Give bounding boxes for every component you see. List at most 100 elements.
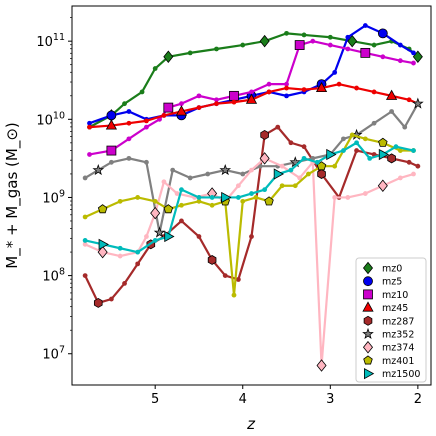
x-tick-label: 4 xyxy=(239,392,247,407)
point-mz287 xyxy=(275,124,281,130)
legend-marker-mz352 xyxy=(362,327,374,339)
point-mz1500 xyxy=(367,155,373,161)
point-mz0 xyxy=(259,34,270,48)
point-mz1500 xyxy=(82,238,88,243)
point-mz401 xyxy=(97,204,108,214)
point-mz10 xyxy=(196,93,202,99)
point-mz1500 xyxy=(393,144,399,150)
legend-label-mz287: mz287 xyxy=(382,316,414,327)
point-mz10 xyxy=(163,102,174,113)
y-tick-label: 1010 xyxy=(36,110,65,128)
point-mz45 xyxy=(284,85,289,91)
point-mz287 xyxy=(222,273,228,278)
axes-layer: 5 4 3 2 107 108 109 1010 1011 xyxy=(36,17,422,407)
point-mz45 xyxy=(161,113,167,118)
point-mz0 xyxy=(152,66,158,71)
point-mz352 xyxy=(92,163,105,176)
series-line-mz0 xyxy=(88,32,419,129)
legend-marker-mz10 xyxy=(363,289,373,300)
point-mz352 xyxy=(144,159,149,165)
point-mz5 xyxy=(345,34,351,40)
point-mz287 xyxy=(249,234,254,239)
point-mz352 xyxy=(82,175,88,181)
point-mz374 xyxy=(316,359,327,372)
series-mz401 xyxy=(82,132,416,298)
point-mz45 xyxy=(336,81,342,87)
point-mz45 xyxy=(144,118,149,124)
point-mz1500 xyxy=(341,148,346,153)
point-mz287 xyxy=(387,153,396,164)
plot-frame xyxy=(71,5,432,386)
x-tick-label: 3 xyxy=(326,392,334,407)
point-mz374 xyxy=(377,179,388,192)
point-mz1500 xyxy=(301,155,307,161)
point-mz287 xyxy=(122,281,127,286)
point-mz5 xyxy=(126,109,132,114)
point-mz45 xyxy=(196,105,202,110)
point-mz1500 xyxy=(209,195,215,200)
point-mz0 xyxy=(122,101,127,107)
series-line-mz287 xyxy=(84,126,419,305)
point-mz401 xyxy=(152,198,158,204)
point-mz401 xyxy=(135,195,141,200)
point-mz352 xyxy=(219,163,232,176)
point-mz374 xyxy=(397,175,403,181)
point-mz287 xyxy=(135,261,141,267)
point-mz374 xyxy=(297,175,303,181)
point-mz374 xyxy=(279,163,285,169)
point-mz1500 xyxy=(288,167,294,173)
legend-marker-mz0 xyxy=(362,261,374,275)
point-mz0 xyxy=(163,50,174,64)
point-mz5 xyxy=(377,28,388,39)
point-mz0 xyxy=(284,30,289,36)
point-mz374 xyxy=(161,179,167,185)
point-mz10 xyxy=(229,90,239,101)
point-mz401 xyxy=(117,198,123,204)
legend-marker-mz401 xyxy=(363,355,373,365)
point-mz352 xyxy=(257,163,263,169)
series-line-mz1500 xyxy=(84,141,414,254)
legend-frame xyxy=(355,257,427,383)
point-mz5 xyxy=(411,50,416,56)
legend-marker-mz1500 xyxy=(363,367,375,380)
point-mz287 xyxy=(82,273,88,278)
point-mz374 xyxy=(144,234,149,239)
legend-label-mz5: mz5 xyxy=(382,277,402,288)
point-mz352 xyxy=(341,136,346,142)
x-tick-label: 5 xyxy=(151,392,159,407)
point-mz287 xyxy=(109,296,114,302)
point-mz374 xyxy=(235,183,241,189)
point-mz0 xyxy=(139,89,145,95)
point-mz45 xyxy=(87,124,92,130)
point-mz45 xyxy=(214,101,219,107)
point-mz45 xyxy=(245,93,258,104)
point-mz352 xyxy=(412,97,424,109)
point-mz10 xyxy=(214,97,219,103)
point-mz401 xyxy=(253,195,259,200)
point-mz0 xyxy=(301,32,307,38)
point-mz287 xyxy=(317,169,326,179)
point-mz374 xyxy=(411,171,416,177)
series-mz0 xyxy=(87,30,423,130)
point-mz401 xyxy=(231,292,237,298)
point-mz10 xyxy=(87,152,92,157)
y-axis-label: M_* + M_gas (M_⊙) xyxy=(3,122,22,269)
series-line-mz45 xyxy=(89,83,419,129)
point-mz10 xyxy=(310,38,316,44)
point-mz1500 xyxy=(179,187,184,193)
point-mz10 xyxy=(106,145,117,156)
point-mz45 xyxy=(126,120,132,126)
point-mz10 xyxy=(411,60,416,66)
point-mz0 xyxy=(327,34,333,40)
point-mz401 xyxy=(163,204,174,214)
point-mz45 xyxy=(354,85,359,91)
legend-label-mz352: mz352 xyxy=(382,330,414,341)
point-mz10 xyxy=(284,81,289,87)
point-mz1500 xyxy=(221,191,232,204)
point-mz287 xyxy=(260,129,269,140)
point-mz401 xyxy=(397,148,403,153)
point-mz374 xyxy=(174,191,180,196)
legend-marker-mz374 xyxy=(362,340,374,354)
legend-label-mz374: mz374 xyxy=(382,343,414,354)
